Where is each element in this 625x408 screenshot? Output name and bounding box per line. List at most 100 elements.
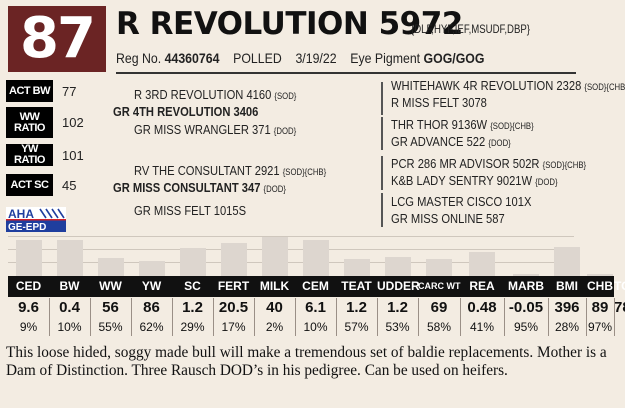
- pedigree-bracket-1: [381, 82, 383, 115]
- trait-percentile-milk: 2%: [265, 320, 284, 334]
- pedigree-bracket-2: [381, 117, 383, 150]
- trait-separator: [49, 298, 50, 336]
- percentile-bar-yw: [138, 261, 165, 276]
- trait-separator: [90, 298, 91, 336]
- pedigree-dam-dam: GR MISS FELT 1015S: [134, 203, 247, 218]
- percentile-bar-marb: [513, 274, 539, 276]
- trait-name-bw: BW: [59, 279, 80, 293]
- header-divider: [116, 72, 576, 74]
- trait-percentile-ww: 55%: [98, 320, 123, 334]
- trait-header-row: CED BW WW YW SC FERT MILK CEM TEAT UDDER CARC WT RE…: [8, 276, 625, 297]
- percentile-bar-bw: [56, 240, 83, 276]
- pedigree-dam-sire: RV THE CONSULTANT 2921 {SOD}{CHB}: [134, 163, 327, 178]
- trait-separator: [336, 298, 337, 336]
- percentile-bar-sc: [179, 248, 206, 276]
- trait-percentile-sc: 29%: [180, 320, 205, 334]
- genetic-tags: {DLF,HYF,IEF,MSUDF,DBP}: [411, 22, 530, 36]
- percentile-bar-bmi: [554, 247, 580, 276]
- pedigree-bracket-3: [381, 156, 383, 190]
- trait-name-total: TOTAL: [614, 279, 625, 293]
- trait-value-cem: 6.1: [305, 299, 326, 316]
- trait-name-ced: CED: [15, 279, 42, 293]
- percentile-bar-ced: [15, 240, 42, 276]
- trait-value-rea: 0.48: [467, 299, 497, 316]
- trait-value-chb: 89: [591, 299, 609, 316]
- trait-separator: [131, 298, 132, 336]
- aha-ge-epd-logo: AHA GE-EPD: [6, 207, 66, 232]
- pedigree-ddsd: GR MISS ONLINE 587: [391, 211, 505, 226]
- trait-name-cem: CEM: [302, 279, 329, 293]
- trait-percentile-chb: 97%: [587, 320, 613, 334]
- trait-separator: [377, 298, 378, 336]
- percentile-bar-chart: [8, 236, 614, 276]
- bar-grid-line: [8, 236, 574, 237]
- registration-line: Reg No. 44360764 POLLED 3/19/22 Eye Pigm…: [116, 50, 484, 66]
- trait-percentile-bmi: 28%: [554, 320, 580, 334]
- trait-name-teat: TEAT: [341, 279, 372, 293]
- trait-separator: [504, 298, 505, 336]
- trait-separator: [586, 298, 587, 336]
- yw-ratio-label: YW RATIO: [6, 144, 53, 166]
- act-sc-label: ACT SC: [6, 174, 53, 196]
- pedigree-dsss: PCR 286 MR ADVISOR 502R {SOD}{CHB}: [391, 156, 587, 171]
- percentile-bar-fert: [220, 243, 247, 276]
- trait-value-bw: 0.4: [59, 299, 80, 316]
- trait-value-ced: 9.6: [18, 299, 39, 316]
- percentile-bar-rea: [469, 252, 495, 276]
- ww-ratio-label: WW RATIO: [6, 107, 53, 138]
- trait-value-fert: 20.5: [218, 299, 249, 316]
- trait-percentile-ced: 9%: [19, 320, 38, 334]
- trait-separator: [548, 298, 549, 336]
- trait-value-bmi: 396: [554, 299, 580, 316]
- act-sc-value: 45: [62, 178, 77, 193]
- trait-value-yw: 86: [143, 299, 160, 316]
- pedigree-bracket-4: [381, 193, 383, 227]
- trait-name-milk: MILK: [259, 279, 290, 293]
- trait-name-yw: YW: [141, 279, 162, 293]
- trait-separator: [213, 298, 214, 336]
- trait-percentile-yw: 62%: [139, 320, 164, 334]
- trait-percentile-row: 9% 10% 55% 62% 29% 17% 2% 10% 57% 53% 58% 41% 95% 28%…: [8, 318, 614, 336]
- trait-value-teat: 1.2: [346, 299, 367, 316]
- ww-ratio-value: 102: [62, 115, 84, 130]
- trait-separator: [614, 298, 615, 336]
- trait-value-marb: -0.05: [508, 299, 544, 316]
- trait-name-sc: SC: [184, 279, 201, 293]
- logo-aha-text: AHA: [8, 207, 34, 221]
- pedigree-sire: GR 4TH REVOLUTION 3406: [113, 104, 259, 119]
- trait-name-bmi: BMI: [556, 279, 578, 293]
- trait-percentile-cem: 10%: [303, 320, 328, 334]
- trait-value-ww: 56: [102, 299, 119, 316]
- pedigree-ssdd: GR ADVANCE 522 {DOD}: [391, 134, 511, 149]
- percentile-bar-ww: [97, 258, 124, 276]
- trait-percentile-teat: 57%: [344, 320, 369, 334]
- trait-name-marb: MARB: [508, 279, 544, 293]
- bull-description: This loose hided, soggy made bull will m…: [6, 344, 607, 379]
- percentile-bar-teat: [343, 259, 370, 276]
- trait-separator: [418, 298, 419, 336]
- trait-value-carc-wt: 69: [430, 299, 448, 316]
- trait-percentile-marb: 95%: [513, 320, 539, 334]
- trait-percentile-udder: 53%: [385, 320, 410, 334]
- trait-name-rea: REA: [469, 279, 495, 293]
- lot-number: 87: [8, 6, 106, 72]
- trait-separator: [172, 298, 173, 336]
- pedigree-sire-sire: R 3RD REVOLUTION 4160 {SOD}: [134, 87, 297, 102]
- birth-date: 3/19/22: [295, 50, 337, 66]
- trait-value-udder: 1.2: [387, 299, 408, 316]
- trait-separator: [460, 298, 461, 336]
- pedigree-ddss: LCG MASTER CISCO 101X: [391, 194, 532, 209]
- eye-pigment-value: GOG/GOG: [423, 50, 485, 66]
- percentile-bar-milk: [261, 237, 288, 276]
- polled-status: POLLED: [233, 50, 282, 66]
- trait-percentile-fert: 17%: [221, 320, 246, 334]
- trait-name-udder: UDDER: [377, 279, 420, 293]
- trait-percentile-carc-wt: 58%: [426, 320, 452, 334]
- trait-value-row: 9.6 0.4 56 86 1.2 20.5 40 6.1 1.2 1.2 69 0.48 -0.05 3…: [8, 298, 625, 318]
- act-bw-value: 77: [62, 84, 77, 99]
- trait-percentile-rea: 41%: [469, 320, 495, 334]
- trait-value-total: 789: [614, 299, 625, 316]
- percentile-bar-udder: [384, 257, 411, 276]
- trait-separator: [295, 298, 296, 336]
- trait-separator: [254, 298, 255, 336]
